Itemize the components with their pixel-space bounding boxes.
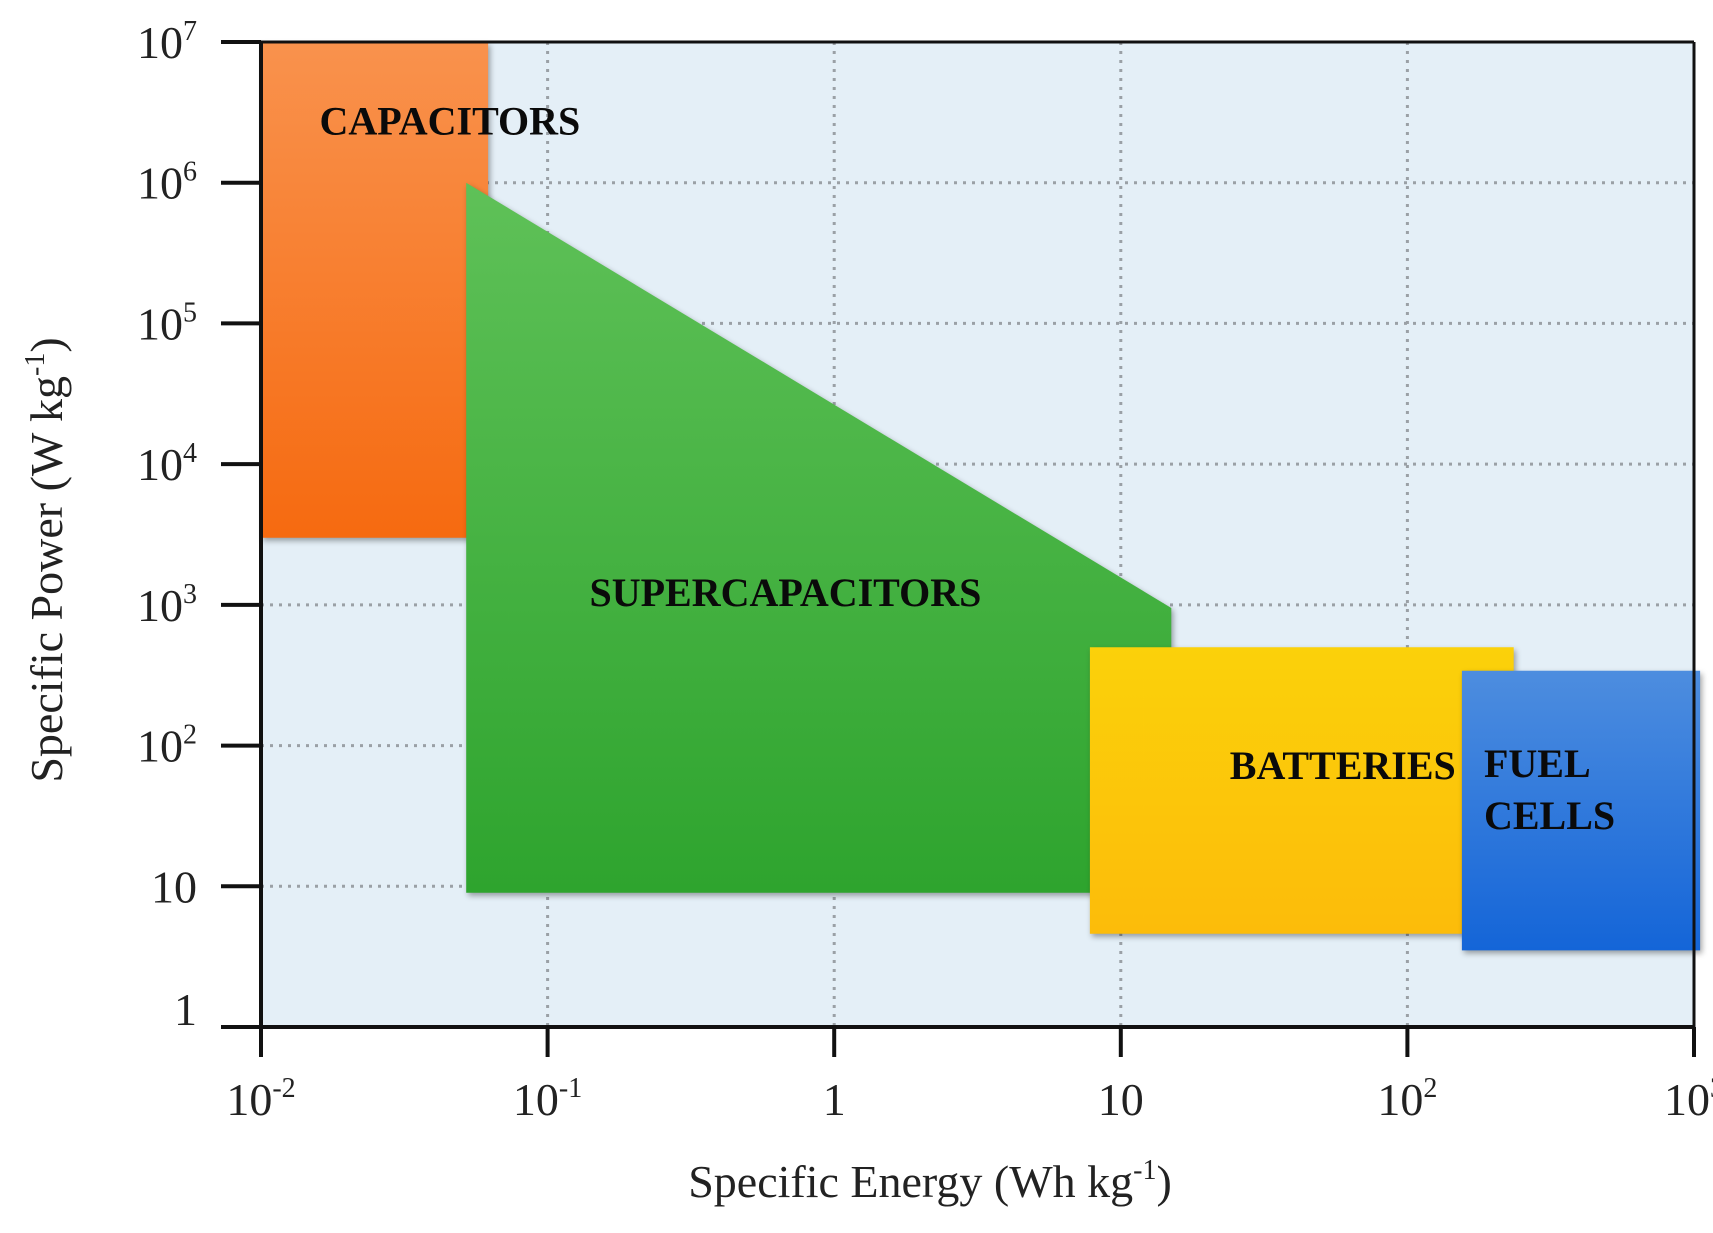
x-axis-title: Specific Energy (Wh kg-1) xyxy=(688,1155,1172,1207)
x-tick-label-base: 10 xyxy=(1098,1074,1144,1125)
y-tick-label-sup: 2 xyxy=(183,720,197,751)
y-tick-label: 103 xyxy=(137,579,197,631)
y-tick-label: 1 xyxy=(174,984,197,1035)
x-tick-label: 10-1 xyxy=(513,1073,582,1125)
region-label-line: CELLS xyxy=(1484,793,1615,838)
region-label-capacitors: CAPACITORS xyxy=(320,99,581,144)
region-label-supercapacitors: SUPERCAPACITORS xyxy=(589,570,981,615)
y-tick-label: 106 xyxy=(137,157,197,209)
x-tick-label: 1 xyxy=(823,1074,846,1125)
x-tick-label-base: 10 xyxy=(1664,1074,1710,1125)
y-tick-label-sup: 6 xyxy=(183,157,197,188)
x-tick-label: 103 xyxy=(1664,1073,1713,1125)
x-axis-title-sup: -1 xyxy=(1133,1155,1156,1186)
region-label-fuel-cells: FUEL CELLS xyxy=(1484,741,1615,838)
region-label-line: SUPERCAPACITORS xyxy=(589,570,981,615)
y-tick-label-sup: 7 xyxy=(183,16,197,47)
x-tick-label-sup: 3 xyxy=(1710,1073,1713,1104)
y-tick-label-base: 10 xyxy=(151,861,197,912)
y-tick-label-base: 10 xyxy=(137,17,183,68)
x-axis-title-text: Specific Energy (Wh kg xyxy=(688,1156,1133,1207)
y-tick-label: 102 xyxy=(137,720,197,772)
x-axis-title-end: ) xyxy=(1156,1156,1171,1207)
region-supercapacitors xyxy=(466,182,1172,893)
x-tick-label-base: 10 xyxy=(226,1074,272,1125)
region-label-line: CAPACITORS xyxy=(320,99,581,144)
y-tick-label-sup: 3 xyxy=(183,579,197,610)
region-batteries xyxy=(1089,647,1514,934)
region-capacitors xyxy=(261,42,489,538)
region-label-line: BATTERIES xyxy=(1230,743,1456,788)
x-tick-label-base: 10 xyxy=(513,1074,559,1125)
y-axis-title-sup: -1 xyxy=(20,353,51,376)
y-tick-label-sup: 4 xyxy=(183,438,197,469)
region-label-line: FUEL xyxy=(1484,741,1591,786)
x-tick-label-base: 10 xyxy=(1377,1074,1423,1125)
y-tick-label: 105 xyxy=(137,297,197,349)
x-tick-label-sup: -2 xyxy=(272,1073,295,1104)
x-tick-label-sup: -1 xyxy=(559,1073,582,1104)
y-axis-title: Specific Power (W kg-1) xyxy=(20,337,72,782)
y-tick-label-base: 10 xyxy=(137,439,183,490)
axes xyxy=(221,40,1696,1057)
x-tick-label: 10 xyxy=(1098,1074,1144,1125)
region-label-batteries: BATTERIES xyxy=(1230,743,1456,788)
region-labels: CAPACITORS SUPERCAPACITORS BATTERIES FUEL CE… xyxy=(320,99,1616,838)
x-tick-label: 102 xyxy=(1377,1073,1437,1125)
x-tick-label: 10-2 xyxy=(226,1073,295,1125)
y-tick-label-base: 10 xyxy=(137,298,183,349)
y-tick-label-sup: 5 xyxy=(183,297,197,328)
y-tick-label: 107 xyxy=(137,16,197,68)
regions xyxy=(261,42,1701,951)
y-tick-label-base: 10 xyxy=(137,158,183,209)
region-fuel-cells xyxy=(1461,670,1701,951)
y-axis-title-text: Specific Power (W kg xyxy=(21,376,72,783)
y-axis-title-end: ) xyxy=(21,337,72,352)
y-tick-label: 10 xyxy=(151,861,197,912)
y-tick-label-base: 10 xyxy=(137,721,183,772)
y-tick-label: 104 xyxy=(137,438,197,490)
x-tick-label-sup: 2 xyxy=(1423,1073,1437,1104)
y-tick-label-base: 10 xyxy=(137,580,183,631)
x-tick-label-base: 1 xyxy=(823,1074,846,1125)
y-tick-label-base: 1 xyxy=(174,984,197,1035)
